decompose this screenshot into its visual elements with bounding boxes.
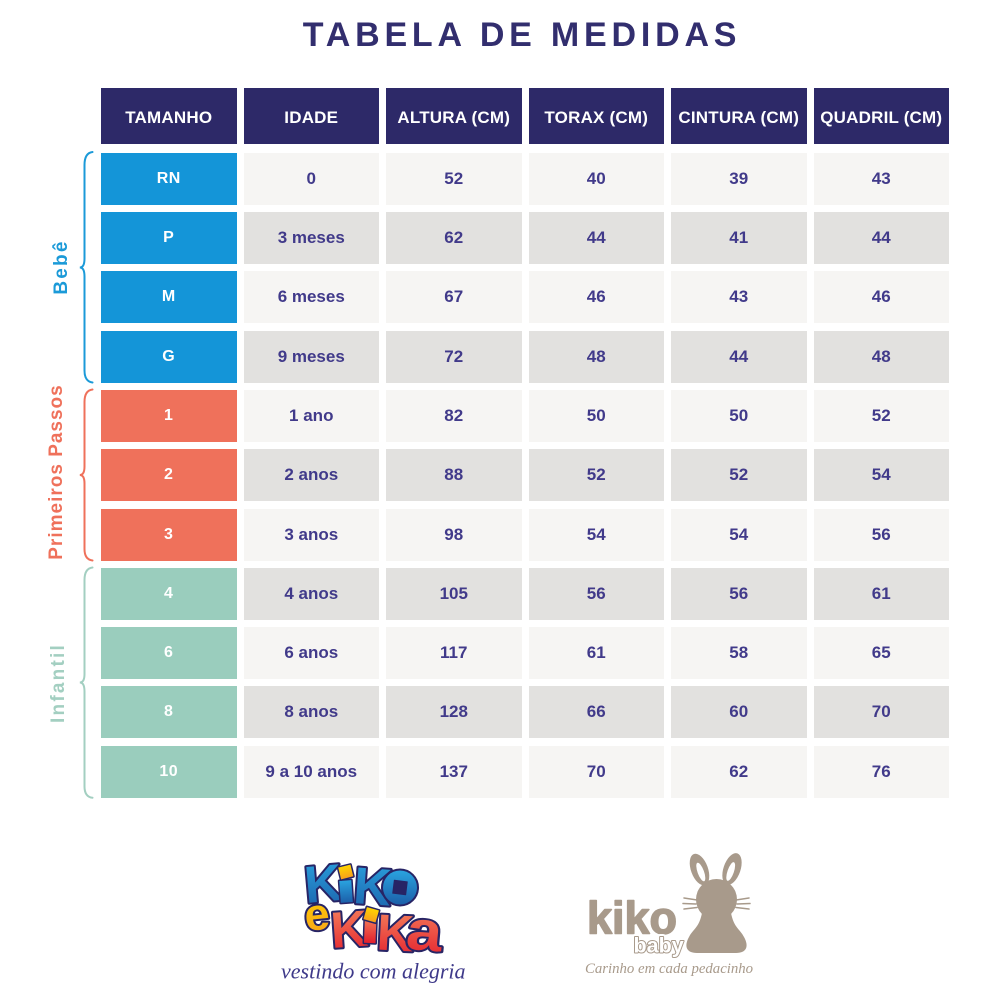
svg-text:K: K xyxy=(375,904,415,963)
svg-text:baby: baby xyxy=(634,934,684,958)
svg-text:a: a xyxy=(404,898,446,964)
svg-text:kiko: kiko xyxy=(587,893,677,944)
svg-text:Carinho em cada pedacinho: Carinho em cada pedacinho xyxy=(585,961,753,977)
svg-text:vestindo com alegria: vestindo com alegria xyxy=(281,959,466,984)
svg-text:baby: baby xyxy=(634,934,684,958)
svg-text:e: e xyxy=(302,888,332,941)
